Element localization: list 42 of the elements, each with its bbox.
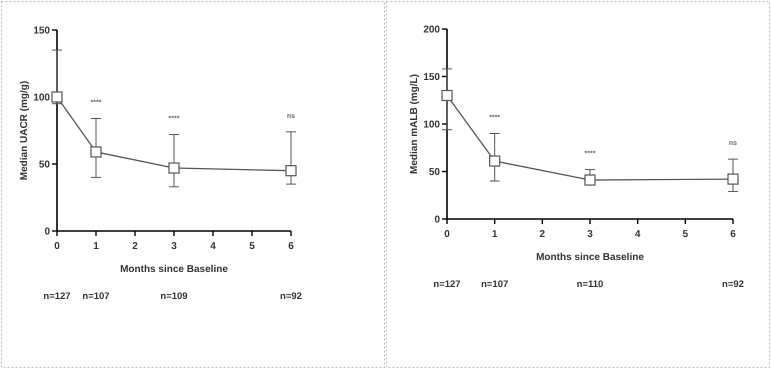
x-axis-title: Months since Baseline [120, 264, 228, 275]
x-tick-label: 5 [682, 229, 689, 240]
point [168, 162, 180, 174]
text: n=92 [722, 279, 744, 290]
point [489, 155, 500, 167]
x-tick-label: 2 [540, 229, 546, 240]
point [285, 165, 297, 176]
point [441, 90, 453, 102]
text: n=127 [43, 291, 71, 302]
y-tick-label: 150 [423, 72, 440, 83]
x-axis-title: Months since Baseline [536, 252, 644, 263]
text: n=92 [280, 291, 302, 302]
y-tick-label: 100 [423, 120, 440, 130]
x-tick-label: 3 [587, 229, 594, 240]
y-tick-label: 50 [38, 160, 50, 170]
point [584, 174, 596, 186]
y-tick-label: 200 [423, 24, 440, 36]
point [90, 146, 102, 158]
y-axis-title: Median mALB (mg/L) [409, 74, 420, 174]
y-axis-title: Median UACR (mg/g) [19, 80, 30, 180]
text: n=109 [160, 291, 188, 302]
y-tick-label: 100 [33, 92, 50, 104]
x-tick-label: 1 [93, 241, 100, 252]
y-tick-label: 150 [33, 26, 50, 36]
x-tick-label: 2 [132, 241, 138, 252]
x-tick-label: 4 [634, 229, 641, 240]
x-tick-label: 3 [171, 241, 178, 252]
point [727, 174, 739, 185]
x-tick-label: 5 [249, 241, 256, 252]
x-tick-label: 6 [288, 241, 294, 252]
y-tick-label: 50 [428, 167, 440, 178]
x-tick-label: 4 [210, 241, 216, 252]
x-tick-label: 0 [54, 241, 60, 252]
text: n=110 [576, 279, 604, 290]
y-tick-label: 0 [434, 214, 440, 226]
point [51, 91, 63, 103]
text: n=107 [481, 279, 508, 290]
x-tick-label: 6 [730, 229, 736, 240]
x-tick-label: 1 [492, 229, 498, 240]
text: n=107 [82, 291, 110, 302]
x-tick-label: 0 [444, 229, 450, 240]
text: n=127 [433, 279, 461, 290]
